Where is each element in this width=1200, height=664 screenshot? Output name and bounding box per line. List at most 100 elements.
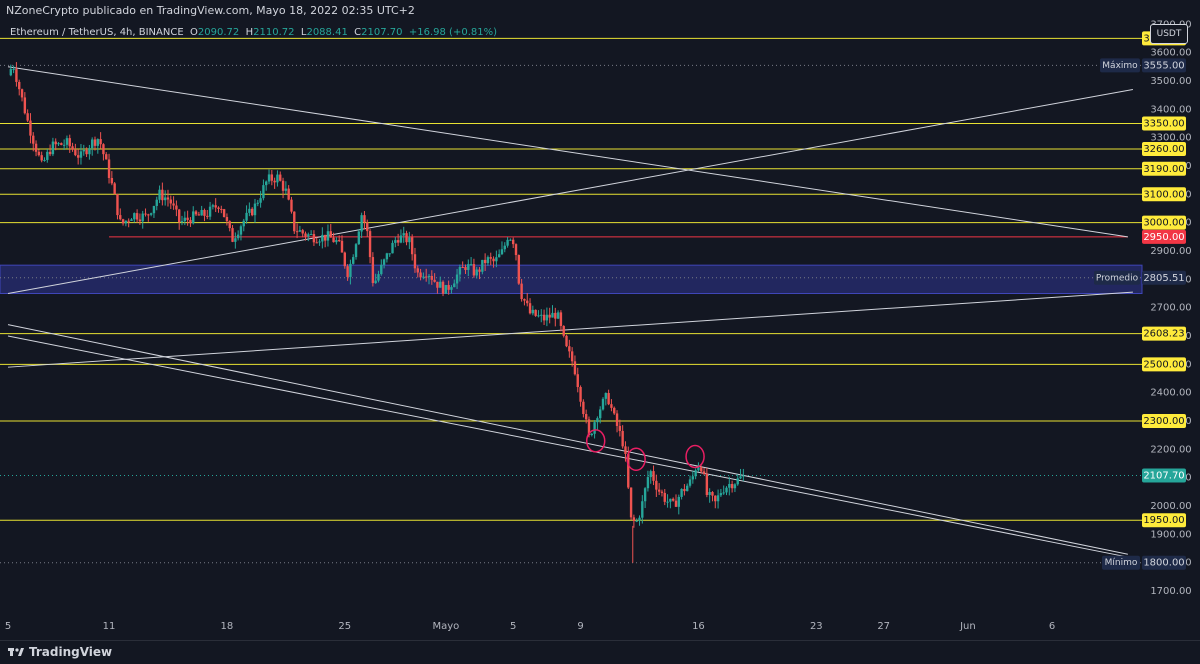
candle-body[interactable] [657, 489, 661, 492]
candle-body[interactable] [556, 312, 560, 319]
candle-body[interactable] [486, 257, 490, 264]
candle-body[interactable] [517, 255, 521, 284]
candle-body[interactable] [138, 219, 142, 222]
candle-body[interactable] [357, 231, 361, 245]
candle-body[interactable] [576, 374, 579, 388]
candle-body[interactable] [492, 258, 495, 262]
candle-body[interactable] [225, 217, 229, 222]
candle-body[interactable] [326, 231, 330, 241]
candle-body[interactable] [458, 266, 462, 275]
candle-body[interactable] [705, 473, 709, 495]
candle-body[interactable] [46, 151, 49, 160]
candle-body[interactable] [439, 281, 442, 288]
candle-body[interactable] [416, 268, 419, 273]
candle-body[interactable] [666, 501, 669, 503]
candle-body[interactable] [270, 174, 274, 181]
candle-body[interactable] [382, 259, 386, 265]
trend-line[interactable] [7, 66, 1128, 238]
candle-body[interactable] [444, 285, 448, 294]
candle-body[interactable] [113, 183, 116, 195]
trend-line[interactable] [7, 335, 1128, 558]
candle-body[interactable] [110, 177, 114, 184]
candle-body[interactable] [130, 219, 133, 221]
candle-body[interactable] [211, 205, 215, 207]
candle-body[interactable] [239, 226, 243, 235]
candle-body[interactable] [304, 233, 307, 237]
candle-body[interactable] [531, 309, 535, 314]
candle-body[interactable] [559, 312, 563, 326]
candle-body[interactable] [475, 269, 478, 276]
candle-body[interactable] [43, 159, 46, 161]
candle-body[interactable] [385, 253, 389, 260]
candle-body[interactable] [613, 407, 616, 414]
candle-body[interactable] [599, 409, 602, 419]
candle-body[interactable] [481, 259, 484, 272]
average-zone[interactable] [0, 264, 1143, 295]
candle-body[interactable] [121, 219, 125, 224]
candle-body[interactable] [716, 495, 720, 502]
candle-body[interactable] [332, 237, 335, 243]
candle-body[interactable] [245, 212, 248, 221]
candle-body[interactable] [349, 263, 352, 277]
candle-body[interactable] [700, 467, 703, 472]
candle-body[interactable] [29, 120, 32, 136]
candle-body[interactable] [85, 149, 88, 155]
candle-body[interactable] [315, 242, 318, 244]
candle-body[interactable] [214, 205, 217, 208]
candle-body[interactable] [279, 174, 282, 181]
candle-body[interactable] [410, 237, 414, 255]
candle-body[interactable] [582, 401, 585, 415]
candle-body[interactable] [422, 276, 425, 278]
candle-body[interactable] [708, 492, 711, 495]
candle-body[interactable] [158, 189, 161, 200]
candle-body[interactable] [455, 274, 459, 284]
candle-body[interactable] [340, 240, 344, 253]
candle-body[interactable] [371, 257, 375, 284]
candle-body[interactable] [497, 254, 501, 258]
candle-body[interactable] [461, 266, 464, 268]
candle-body[interactable] [652, 471, 655, 481]
pivot-circle-marker[interactable] [685, 444, 705, 469]
candle-body[interactable] [478, 269, 481, 272]
candle-body[interactable] [413, 254, 417, 269]
candle-body[interactable] [318, 241, 321, 243]
candle-body[interactable] [217, 207, 220, 209]
candle-body[interactable] [200, 210, 203, 216]
candle-body[interactable] [368, 231, 372, 258]
candle-body[interactable] [722, 492, 725, 494]
candle-body[interactable] [688, 479, 692, 486]
candle-body[interactable] [91, 139, 94, 149]
candle-body[interactable] [714, 495, 717, 502]
candle-body[interactable] [674, 500, 678, 507]
candle-body[interactable] [222, 209, 226, 218]
candle-body[interactable] [82, 149, 85, 152]
candle-body[interactable] [135, 213, 139, 220]
time-axis[interactable] [0, 618, 1200, 640]
candle-body[interactable] [565, 335, 568, 347]
candle-body[interactable] [391, 242, 394, 254]
pivot-circle-marker[interactable] [585, 429, 606, 453]
candle-body[interactable] [273, 180, 276, 183]
candle-body[interactable] [649, 471, 652, 478]
candle-body[interactable] [483, 259, 487, 264]
candle-body[interactable] [329, 231, 332, 238]
candle-body[interactable] [312, 234, 316, 243]
candle-body[interactable] [206, 215, 209, 217]
candle-body[interactable] [570, 351, 574, 362]
candle-body[interactable] [447, 285, 450, 290]
candle-body[interactable] [76, 155, 80, 158]
candle-body[interactable] [590, 433, 593, 436]
candle-body[interactable] [587, 419, 591, 436]
candle-body[interactable] [610, 404, 613, 408]
candle-body[interactable] [424, 276, 428, 278]
candle-body[interactable] [287, 188, 290, 200]
candle-body[interactable] [554, 312, 557, 319]
candle-body[interactable] [248, 208, 251, 213]
candle-body[interactable] [596, 418, 599, 423]
candle-body[interactable] [88, 148, 91, 155]
candle-body[interactable] [231, 228, 234, 242]
candle-body[interactable] [433, 279, 436, 282]
candle-body[interactable] [116, 194, 119, 216]
candle-body[interactable] [573, 361, 577, 375]
candle-body[interactable] [551, 312, 554, 318]
